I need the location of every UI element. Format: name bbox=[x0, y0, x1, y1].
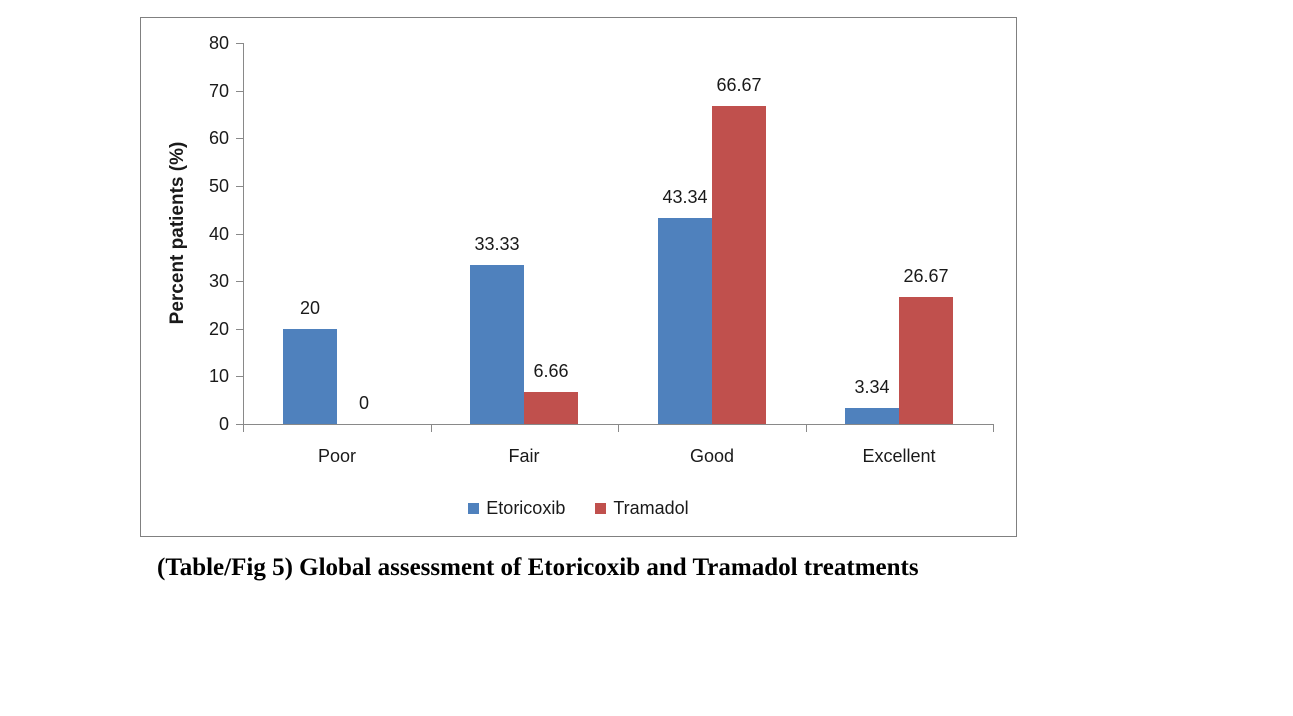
y-tick-mark bbox=[236, 138, 243, 139]
x-tick-mark bbox=[243, 425, 244, 432]
x-tick-mark bbox=[993, 425, 994, 432]
chart-box: Percent patients (%) Etoricoxib Tramadol … bbox=[140, 17, 1017, 537]
y-tick-label: 10 bbox=[208, 366, 229, 386]
bar-value-label: 33.33 bbox=[474, 234, 520, 254]
category-label-good: Good bbox=[689, 446, 735, 466]
x-tick-mark bbox=[431, 425, 432, 432]
y-tick-mark bbox=[236, 43, 243, 44]
legend-label: Tramadol bbox=[613, 498, 689, 518]
bar-value-label: 6.66 bbox=[533, 361, 569, 381]
bar-tramadol-good bbox=[712, 106, 766, 424]
y-tick-mark bbox=[236, 424, 243, 425]
y-tick-mark bbox=[236, 91, 243, 92]
y-tick-mark bbox=[236, 376, 243, 377]
legend-entry-etoricoxib: Etoricoxib bbox=[468, 499, 565, 517]
y-tick-mark bbox=[236, 186, 243, 187]
bar-value-label: 26.67 bbox=[903, 266, 949, 286]
y-axis-line bbox=[243, 43, 244, 425]
legend-label: Etoricoxib bbox=[486, 498, 566, 518]
bar-value-label: 66.67 bbox=[716, 75, 762, 95]
category-label-excellent: Excellent bbox=[862, 446, 936, 466]
bar-value-label: 43.34 bbox=[662, 187, 708, 207]
y-tick-label: 80 bbox=[208, 33, 229, 53]
bar-value-label: 3.34 bbox=[854, 377, 890, 397]
y-tick-label: 70 bbox=[208, 81, 229, 101]
y-tick-label: 30 bbox=[208, 271, 229, 291]
y-tick-label: 0 bbox=[218, 414, 229, 434]
y-tick-mark bbox=[236, 281, 243, 282]
bar-etoricoxib-excellent bbox=[845, 408, 899, 424]
y-tick-label: 20 bbox=[208, 319, 229, 339]
category-label-poor: Poor bbox=[317, 446, 357, 466]
category-label-fair: Fair bbox=[508, 446, 540, 466]
bar-etoricoxib-poor bbox=[283, 329, 337, 424]
bar-etoricoxib-fair bbox=[470, 265, 524, 424]
y-tick-label: 40 bbox=[208, 224, 229, 244]
bar-value-label: 0 bbox=[358, 393, 369, 413]
y-tick-label: 50 bbox=[208, 176, 229, 196]
y-tick-mark bbox=[236, 234, 243, 235]
legend: Etoricoxib Tramadol bbox=[141, 499, 1016, 517]
x-axis-line bbox=[243, 424, 994, 425]
legend-swatch-icon bbox=[595, 502, 607, 514]
y-tick-label: 60 bbox=[208, 128, 229, 148]
legend-swatch-icon bbox=[468, 502, 480, 514]
figure-caption: (Table/Fig 5) Global assessment of Etori… bbox=[157, 554, 919, 581]
x-tick-mark bbox=[618, 425, 619, 432]
bar-value-label: 20 bbox=[299, 298, 321, 318]
legend-entry-tramadol: Tramadol bbox=[595, 498, 689, 518]
bar-etoricoxib-good bbox=[658, 218, 712, 424]
bar-tramadol-excellent bbox=[899, 297, 953, 424]
bar-tramadol-fair bbox=[524, 392, 578, 424]
y-tick-mark bbox=[236, 329, 243, 330]
x-tick-mark bbox=[806, 425, 807, 432]
